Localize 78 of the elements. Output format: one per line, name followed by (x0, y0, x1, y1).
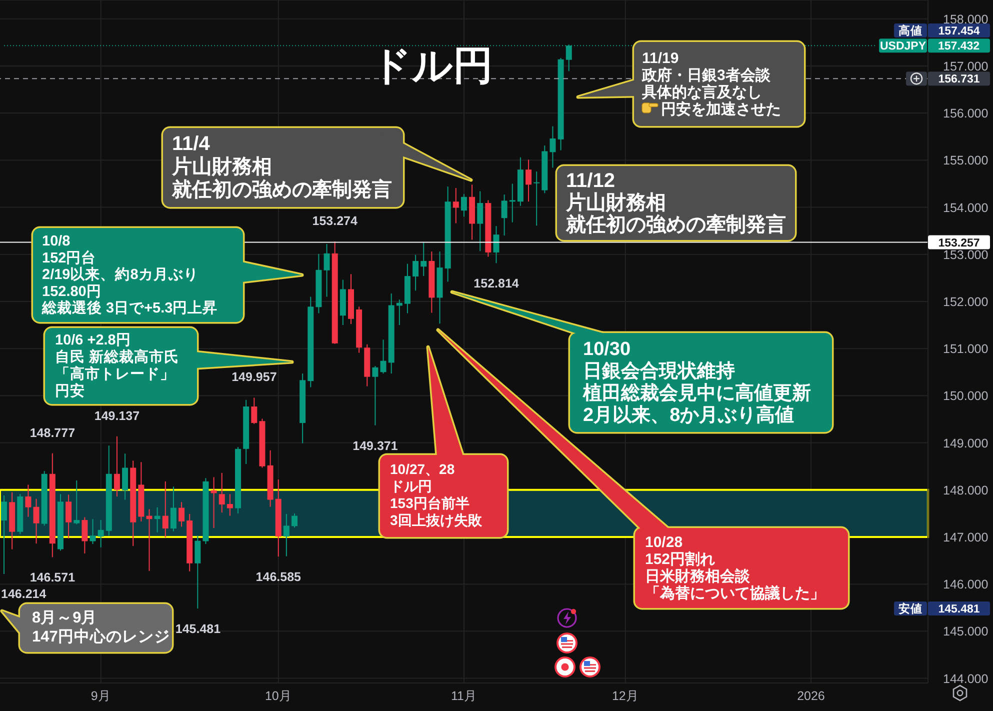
text: ドル円 (371, 44, 493, 88)
candlestick (82, 516, 88, 554)
y-tick-label: 148.000 (943, 483, 988, 498)
candlestick (550, 126, 556, 168)
annotation: 148.777 (30, 426, 76, 440)
candlestick (380, 339, 386, 374)
annotation: 10/30 日銀会合現状維持植田総裁会見中に高値更新 2月以来、8か月ぶり高値 (582, 338, 811, 426)
x-tick-label: 10月 (264, 688, 292, 703)
annotation: 10/8 152円台 2/19以来、約8カ月ぶり 152.80円総裁選後 3日で+5.3円上昇 (41, 233, 218, 317)
candlestick (25, 484, 32, 518)
annotation: 11/12 片山財務相就任初の強めの牽制発言 (565, 170, 786, 236)
annotation: 146.585 (256, 570, 302, 584)
candlestick (412, 254, 419, 292)
annotation: 145.481 (175, 622, 221, 636)
candlestick (283, 513, 290, 557)
candlestick (534, 170, 540, 226)
y-tick-label: 152.000 (943, 294, 988, 309)
candlestick (324, 243, 330, 298)
candlestick (90, 518, 96, 545)
y-tick-label: 145.000 (943, 624, 988, 639)
candlestick (122, 453, 128, 500)
candlestick (509, 183, 516, 223)
annotation: 11/19 政府・日銀3者会談具体的な言及なし円安を加速させた (641, 50, 781, 118)
candlestick (98, 520, 104, 548)
candlestick (477, 190, 484, 252)
candlestick (218, 472, 225, 513)
candlestick (74, 480, 80, 525)
candlestick (501, 194, 508, 236)
annotation: 11/4 片山財務相就任初の強めの牽制発言 (171, 133, 392, 202)
y-tick-label: 156.000 (943, 106, 988, 121)
annotation: 153.274 (312, 214, 358, 228)
ref-line-label: 153.257 (938, 237, 980, 250)
annotation: 149.957 (232, 370, 277, 384)
annotation: 146.214 (1, 587, 46, 601)
candlestick (170, 486, 176, 532)
candlestick (194, 535, 201, 610)
y-tick-label: 149.000 (943, 436, 988, 450)
y-tick-label: 151.000 (943, 342, 988, 356)
candlestick (1, 495, 7, 575)
y-tick-label: 147.000 (943, 530, 988, 544)
candlestick (146, 508, 152, 572)
candlestick (493, 226, 500, 264)
y-tick-label: 144.000 (943, 672, 988, 686)
candlestick (292, 512, 298, 528)
candlestick (251, 397, 258, 424)
candlestick (420, 242, 427, 277)
candlestick (460, 194, 467, 218)
y-tick-label: 157.000 (943, 59, 988, 74)
annotation: 10/6 +2.8円自民 新総裁高市氏「高市トレード」円安 (55, 332, 180, 400)
y-tick-label: 146.000 (943, 578, 988, 592)
candlestick (226, 494, 233, 516)
y-tick-label: 155.000 (943, 154, 988, 168)
annotation: 146.571 (30, 570, 76, 585)
candlestick (372, 365, 378, 426)
y-tick-label: 153.000 (943, 248, 988, 262)
candlestick (526, 159, 532, 202)
candlestick (178, 502, 185, 528)
candlestick (154, 506, 160, 533)
x-tick-label: 2026 (797, 688, 825, 703)
x-tick-label: 12月 (612, 688, 639, 703)
candlestick (33, 498, 40, 544)
x-tick-label: 9月 (90, 688, 111, 703)
candlestick (114, 436, 120, 497)
annotation: 152.814 (474, 276, 519, 291)
y-tick-label: 158.000 (943, 12, 988, 26)
ref-line-label: USDJPY 157.432 (880, 40, 980, 53)
annotation: 149.371 (352, 438, 398, 453)
y-tick-label: 150.000 (943, 389, 988, 404)
x-tick-label: 11月 (451, 688, 477, 703)
annotation: 10/27、28 ドル円 153円台前半 3回上抜け失敗 (390, 461, 483, 528)
annotation: 8月～9月 147円中心のレンジ (32, 609, 170, 646)
annotation: 10/28 152円割れ日米財務相会談「為替について協議した」 (645, 534, 825, 602)
y-tick-label: 154.000 (943, 200, 988, 215)
ref-line-label: 156.731 (938, 74, 980, 86)
candlestick (66, 494, 72, 539)
annotation: 149.137 (94, 408, 140, 423)
candlestick (162, 480, 168, 538)
candlestick (452, 187, 459, 224)
